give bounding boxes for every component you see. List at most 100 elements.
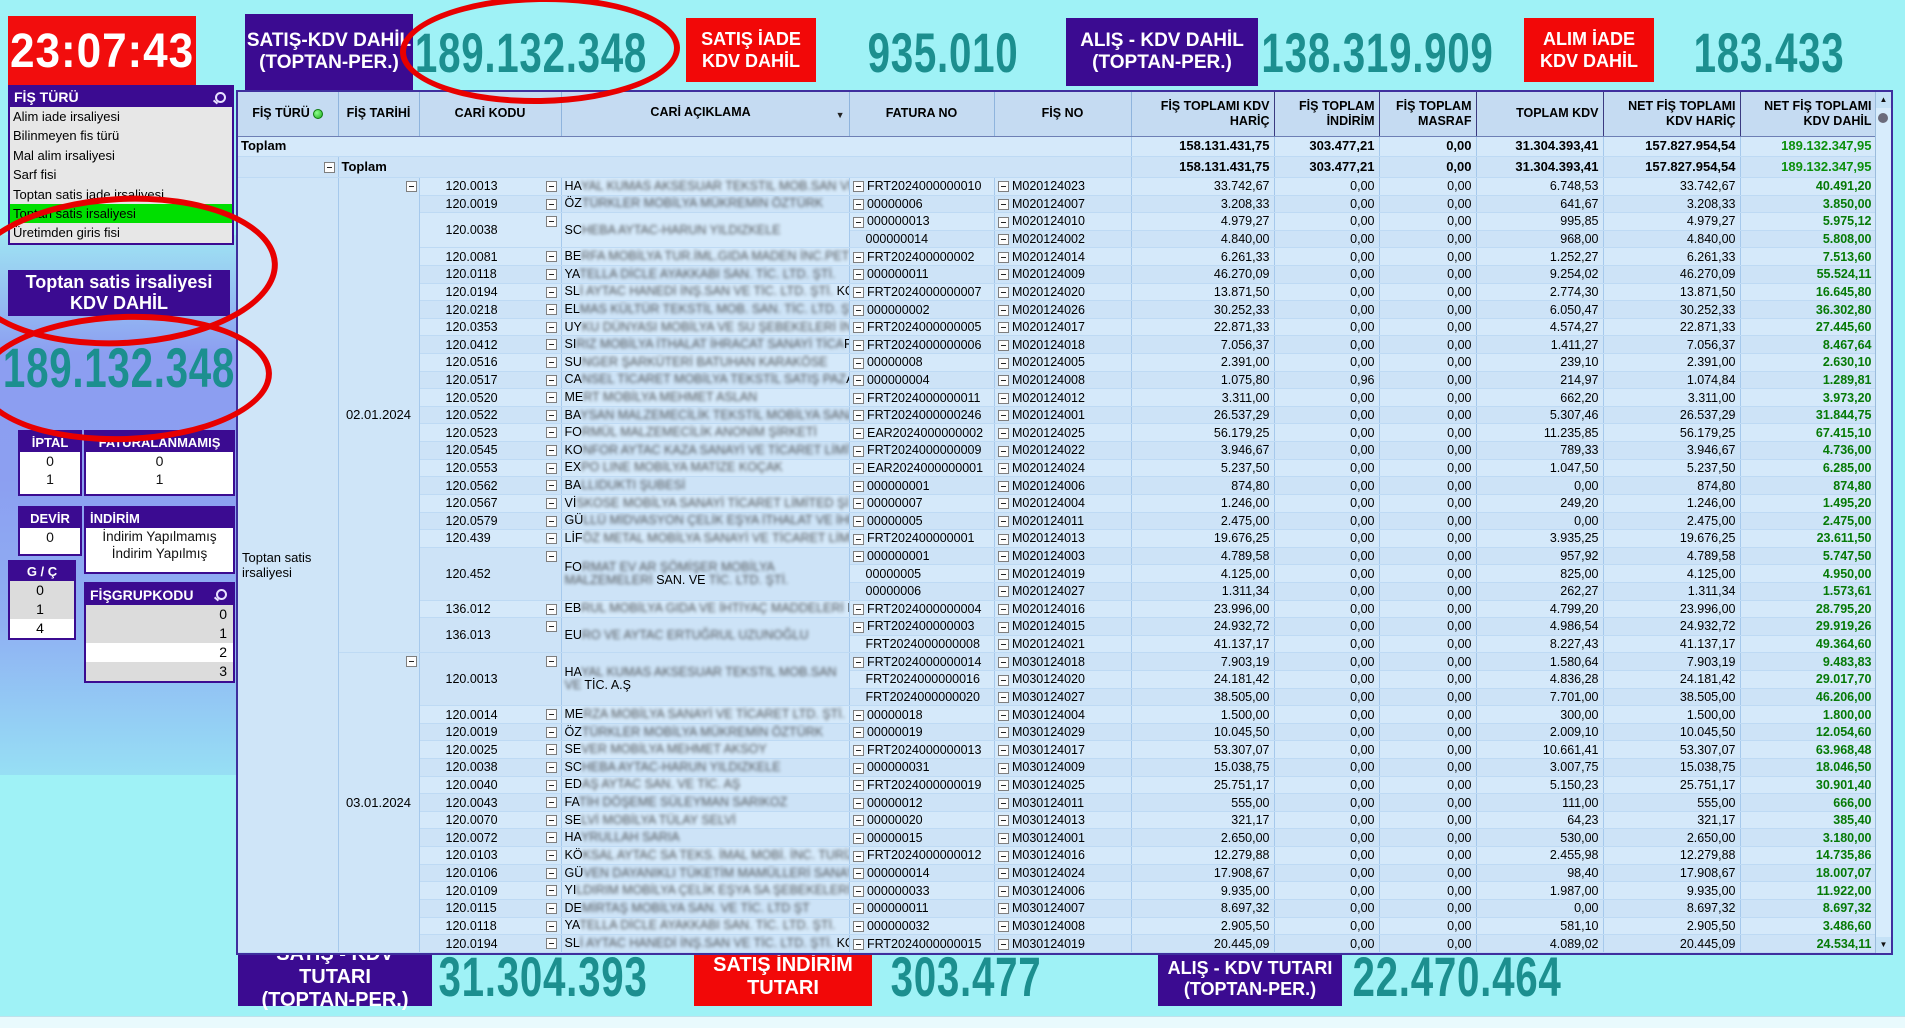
collapse-icon[interactable]: [852, 427, 864, 439]
collapse-icon[interactable]: [852, 727, 864, 739]
collapse-icon[interactable]: [852, 357, 864, 369]
table-row[interactable]: 120.0517 CANSEL TİCARET MOBİLYA TEKSTİL S…: [238, 371, 1877, 390]
table-row[interactable]: 136.012 EBRUL MOBİLYA GIDA VE İHTİYAÇ MAD…: [238, 600, 1877, 619]
table-row[interactable]: 136.013 EURO VE AYTAC ERTUĞRUL UZUNOĞLU F…: [238, 617, 1877, 654]
fis-turu-item[interactable]: Mal alim irsaliyesi: [13, 147, 115, 163]
collapse-icon[interactable]: [545, 515, 557, 527]
table-row[interactable]: 120.0412 SIRIZ MOBİLYA İTHALAT İHRACAT SA…: [238, 335, 1877, 355]
col-header-0[interactable]: FİŞ TÜRÜ: [238, 92, 339, 137]
collapse-icon[interactable]: [852, 885, 864, 897]
fis-turu-item[interactable]: Üretimden giris fisi: [13, 225, 120, 241]
table-row[interactable]: 120.0545 KONFOR AYTAC KAZA SANAYİ VE TİCA…: [238, 441, 1877, 460]
col-header-8[interactable]: FİŞ TOPLAM MASRAF: [1378, 92, 1477, 137]
collapse-icon[interactable]: [997, 339, 1009, 351]
table-row[interactable]: 120.0353 UYKU DÜNYASI MOBİLYA VE SU ŞEBEK…: [238, 318, 1877, 337]
table-row[interactable]: 120.0109 YILDIRIM MOBİLYA ÇELİK EŞYA SA Ş…: [238, 881, 1877, 900]
filter-value[interactable]: 0: [46, 453, 54, 469]
collapse-icon[interactable]: [545, 550, 557, 562]
collapse-icon[interactable]: [997, 885, 1009, 897]
collapse-icon[interactable]: [997, 921, 1009, 933]
collapse-icon[interactable]: [545, 339, 557, 351]
table-row[interactable]: 120.439 LİFÖZ METAL MOBİLYA SANAYİ VE TİC…: [238, 529, 1877, 548]
collapse-icon[interactable]: [997, 797, 1009, 809]
collapse-icon[interactable]: [852, 463, 864, 475]
collapse-icon[interactable]: [852, 744, 864, 756]
fis-turu-item[interactable]: Toptan satis iade irsaliyesi: [13, 186, 165, 202]
collapse-icon[interactable]: [852, 797, 864, 809]
scroll-down-icon[interactable]: ▼: [1876, 937, 1891, 953]
collapse-icon[interactable]: [852, 339, 864, 351]
collapse-icon[interactable]: [852, 322, 864, 334]
collapse-icon[interactable]: [997, 304, 1009, 316]
col-header-1[interactable]: FİŞ TARİHİ: [338, 92, 420, 137]
collapse-icon[interactable]: [852, 445, 864, 457]
collapse-icon[interactable]: [997, 410, 1009, 422]
collapse-icon[interactable]: [852, 269, 864, 281]
table-row[interactable]: 120.0019 ÖZTÜRKLER MOBİLYA MÜKREMİN ÖZTÜR…: [238, 195, 1877, 214]
table-row[interactable]: 120.0522 BAYSAN MALZEMECİLİK TEKSTİL MOBİ…: [238, 406, 1877, 425]
collapse-icon[interactable]: [852, 480, 864, 492]
table-row[interactable]: 120.0038 SCHEBA AYTAC-HARUN YILDIZKELE 00…: [238, 758, 1877, 777]
collapse-icon[interactable]: [997, 199, 1009, 211]
collapse-icon[interactable]: [545, 938, 557, 950]
collapse-icon[interactable]: [545, 603, 557, 615]
collapse-icon[interactable]: [997, 674, 1009, 686]
filter-value[interactable]: İndirim Yapılmış: [111, 546, 208, 561]
table-row[interactable]: 120.0567 VİSKOSE MOBİLYA SANAYİ TİCARET L…: [238, 494, 1877, 513]
collapse-icon[interactable]: [545, 251, 557, 263]
collapse-icon[interactable]: [545, 533, 557, 545]
collapse-icon[interactable]: [997, 568, 1009, 580]
collapse-icon[interactable]: [997, 832, 1009, 844]
table-row[interactable]: 120.452 FORMAT EV AR ŞÖMİŞER MOBİLYA MALZ…: [238, 547, 1877, 601]
collapse-icon[interactable]: [852, 780, 864, 792]
filter-value[interactable]: 0: [155, 453, 164, 469]
table-row[interactable]: 120.0194 SLİ AYTAC HANEDİ İNŞ.SAN VE TİC.…: [238, 283, 1877, 302]
collapse-icon[interactable]: [997, 445, 1009, 457]
collapse-icon[interactable]: [405, 656, 417, 668]
col-header-4[interactable]: FATURA NO: [849, 92, 995, 137]
table-row[interactable]: 00000005 M020124019 4.125,00 0,00 0,00 825,0…: [238, 564, 1877, 583]
col-header-6[interactable]: FİŞ TOPLAMI KDV HARİÇ: [1130, 92, 1275, 137]
collapse-icon[interactable]: [852, 498, 864, 510]
collapse-icon[interactable]: [545, 867, 557, 879]
col-header-10[interactable]: NET FİŞ TOPLAMI KDV HARİÇ: [1602, 92, 1741, 137]
collapse-icon[interactable]: [852, 604, 864, 616]
collapse-icon[interactable]: [997, 480, 1009, 492]
filter-value[interactable]: İndirim Yapılmamış: [102, 529, 217, 544]
collapse-icon[interactable]: [852, 392, 864, 404]
collapse-icon[interactable]: [545, 709, 557, 721]
table-row[interactable]: 03.01.2024 120.0013 HAYAL KUMAS AKSESUAR T…: [238, 652, 1877, 953]
collapse-icon[interactable]: [852, 850, 864, 862]
collapse-icon[interactable]: [997, 287, 1009, 299]
table-row[interactable]: FRT2024000000016 M030124020 24.181,42 0,00…: [238, 670, 1877, 689]
collapse-icon[interactable]: [545, 902, 557, 914]
collapse-icon[interactable]: [997, 516, 1009, 528]
table-row[interactable]: 120.0043 FATİH DÖŞEME SÜLEYMAN SARIKOZ 00…: [238, 793, 1877, 812]
collapse-icon[interactable]: [545, 744, 557, 756]
table-row[interactable]: 120.0019 ÖZTÜRKLER MOBİLYA MÜKREMİN ÖZTÜR…: [238, 723, 1877, 742]
collapse-icon[interactable]: [997, 181, 1009, 193]
filter-value[interactable]: 4: [10, 619, 74, 638]
collapse-icon[interactable]: [545, 286, 557, 298]
collapse-icon[interactable]: [997, 604, 1009, 616]
collapse-icon[interactable]: [545, 304, 557, 316]
collapse-icon[interactable]: [997, 427, 1009, 439]
collapse-icon[interactable]: [997, 850, 1009, 862]
collapse-icon[interactable]: [545, 885, 557, 897]
vertical-scrollbar[interactable]: ▲ ▼: [1875, 92, 1891, 953]
table-row[interactable]: 000000014 M020124002 4.840,00 0,00 0,00 968,…: [238, 230, 1877, 249]
horizontal-scrollbar[interactable]: [0, 1016, 1905, 1028]
table-row[interactable]: FRT2024000000020 M030124027 38.505,00 0,00…: [238, 688, 1877, 707]
collapse-icon[interactable]: [545, 779, 557, 791]
collapse-icon[interactable]: [852, 903, 864, 915]
filter-value[interactable]: 3: [86, 662, 233, 681]
collapse-icon[interactable]: [997, 762, 1009, 774]
filter-value[interactable]: 0: [10, 581, 74, 600]
collapse-icon[interactable]: [545, 180, 557, 192]
collapse-icon[interactable]: [545, 198, 557, 210]
collapse-icon[interactable]: [545, 321, 557, 333]
collapse-icon[interactable]: [545, 762, 557, 774]
collapse-icon[interactable]: [545, 357, 557, 369]
